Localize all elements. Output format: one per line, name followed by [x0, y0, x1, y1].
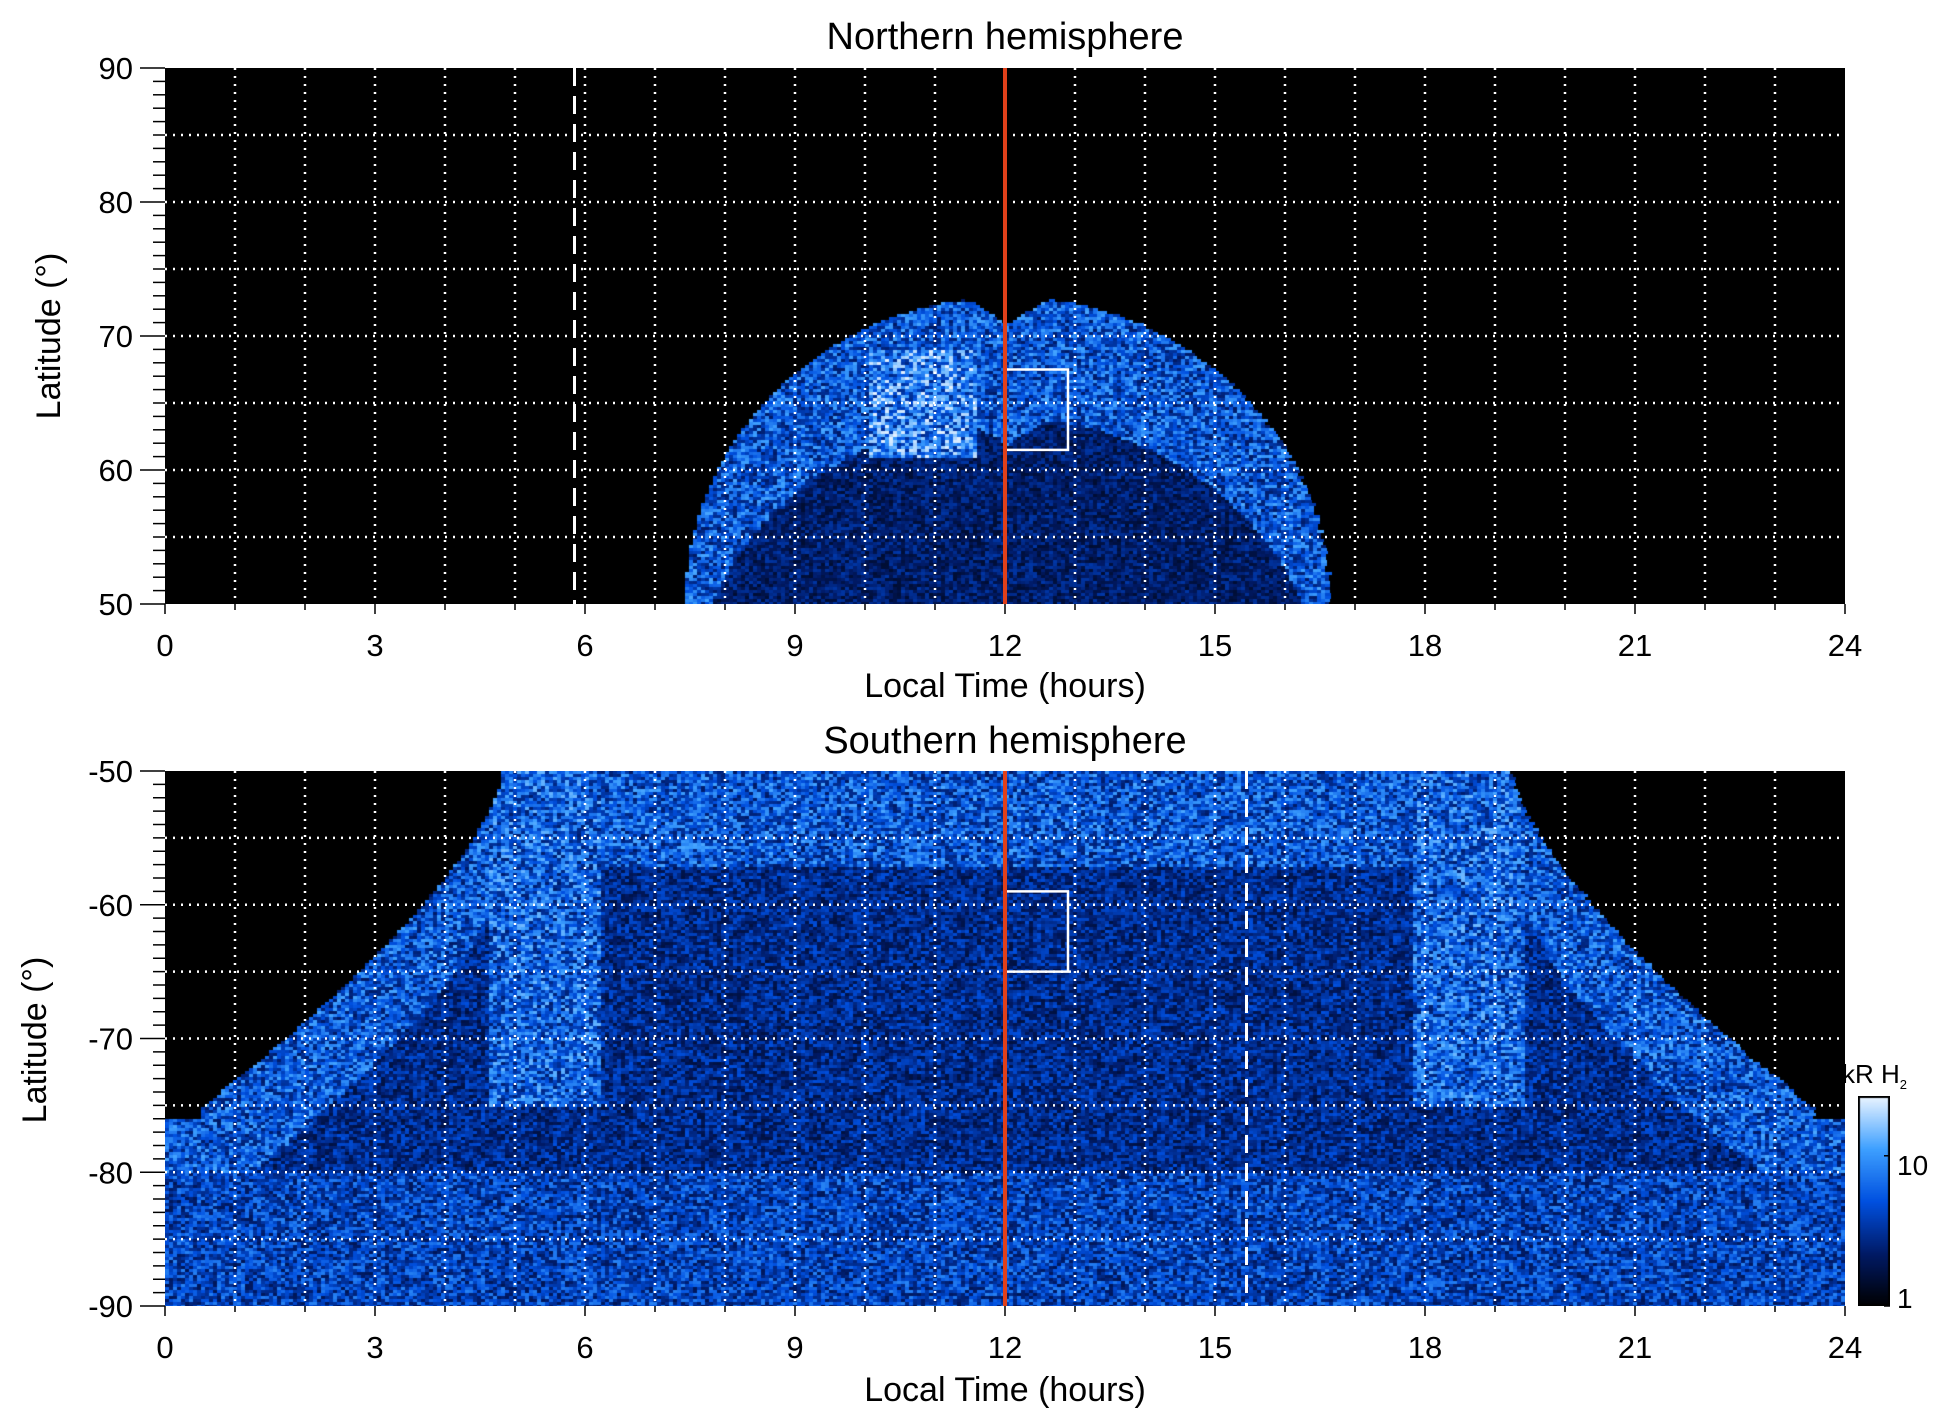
north-x-tick-label: 21: [1618, 628, 1652, 663]
north-white-box: [1003, 368, 1070, 452]
south-x-tick-label: 12: [988, 1330, 1022, 1365]
south-ylabel: Latitude (°): [16, 957, 54, 1124]
south-y-tick-label: -90: [88, 1289, 133, 1324]
south-y-tick-label: -70: [88, 1022, 133, 1057]
north-title: Northern hemisphere: [827, 16, 1184, 58]
north-ylabel: Latitude (°): [30, 253, 68, 420]
north-x-tick-label: 15: [1198, 628, 1232, 663]
north-y-tick-label: 50: [99, 587, 133, 622]
south-xlabel: Local Time (hours): [864, 1371, 1146, 1409]
north-y-tick-label: 80: [99, 185, 133, 220]
south-x-tick-label: 9: [786, 1330, 803, 1365]
south-x-tick-label: 18: [1408, 1330, 1442, 1365]
north-y-tick-label: 60: [99, 453, 133, 488]
south-white-box: [1003, 890, 1070, 973]
south-x-tick-label: 24: [1828, 1330, 1862, 1365]
south-x-tick-label: 6: [576, 1330, 593, 1365]
south-x-tick-label: 3: [366, 1330, 383, 1365]
south-y-tick-label: -60: [88, 888, 133, 923]
north-x-tick-label: 24: [1828, 628, 1862, 663]
north-x-tick-label: 12: [988, 628, 1022, 663]
colorbar-tick-label-10: 10: [1897, 1150, 1928, 1181]
colorbar-gradient: [1858, 1096, 1890, 1306]
north-x-tick-label: 3: [366, 628, 383, 663]
north-y-tick-label: 90: [99, 51, 133, 86]
north-x-tick-label: 0: [156, 628, 173, 663]
colorbar-label: kR H2: [1842, 1059, 1907, 1092]
south-y-tick-label: -50: [88, 754, 133, 789]
south-x-tick-label: 15: [1198, 1330, 1232, 1365]
north-xlabel: Local Time (hours): [864, 667, 1146, 705]
north-y-tick-label: 70: [99, 319, 133, 354]
south-title: Southern hemisphere: [823, 720, 1186, 762]
south-x-tick-label: 21: [1618, 1330, 1652, 1365]
north-x-tick-label: 9: [786, 628, 803, 663]
north-x-tick-label: 18: [1408, 628, 1442, 663]
south-y-tick-label: -80: [88, 1155, 133, 1190]
colorbar-tick-label-1: 1: [1897, 1283, 1913, 1314]
north-x-tick-label: 6: [576, 628, 593, 663]
south-x-tick-label: 0: [156, 1330, 173, 1365]
